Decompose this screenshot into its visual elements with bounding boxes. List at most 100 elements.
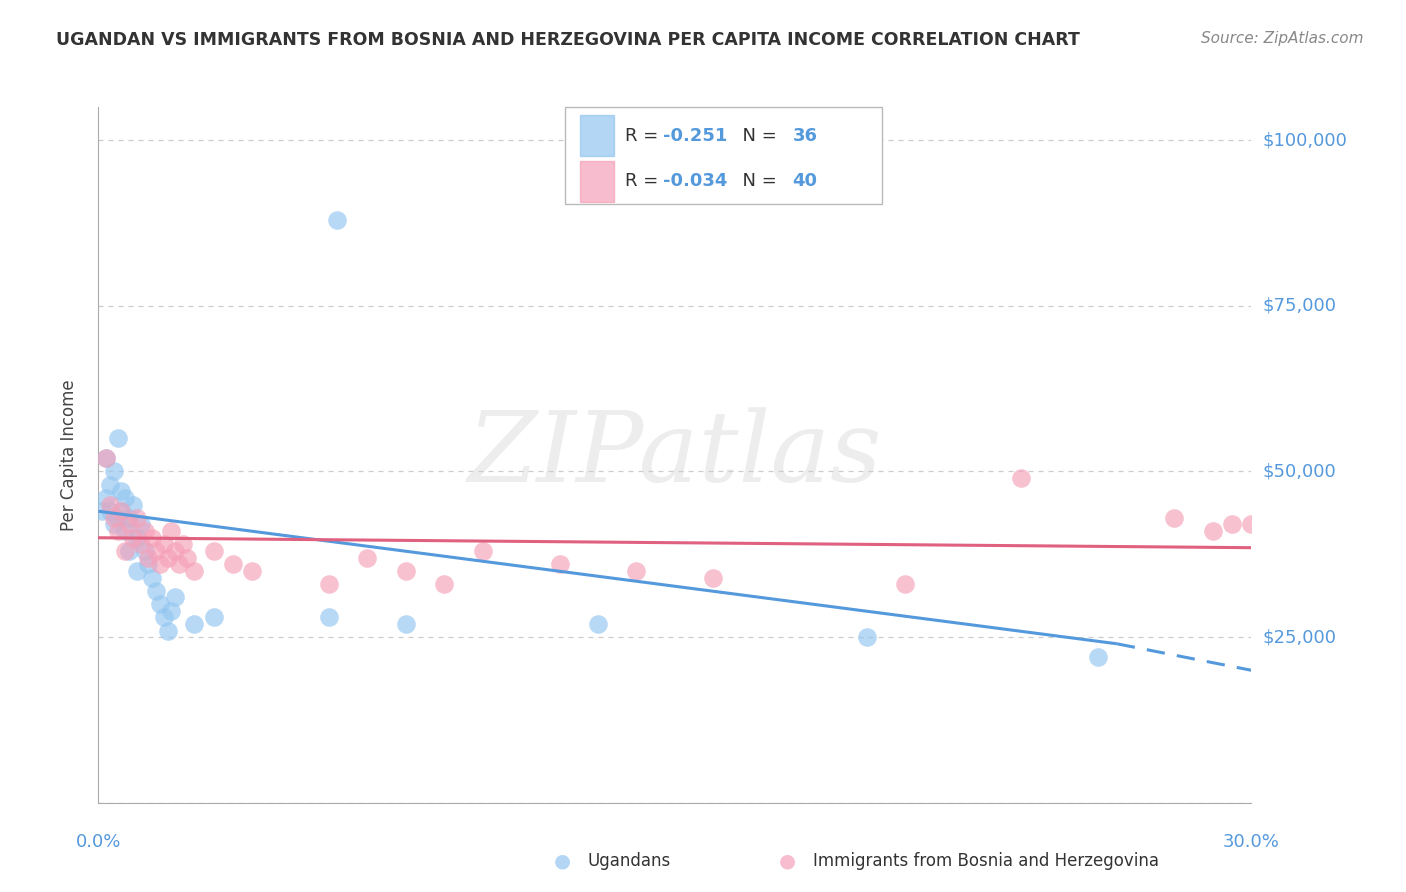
Point	[156, 624, 179, 638]
Point	[141, 531, 163, 545]
Point	[103, 511, 125, 525]
Point	[107, 511, 129, 525]
Point	[103, 517, 125, 532]
Point	[1163, 511, 1185, 525]
Point	[145, 583, 167, 598]
Point	[894, 577, 917, 591]
Point	[183, 616, 205, 631]
Point	[125, 564, 148, 578]
Point	[114, 524, 136, 538]
Point	[160, 524, 183, 538]
Point	[1220, 517, 1243, 532]
Point	[125, 511, 148, 525]
Point	[94, 451, 117, 466]
Point	[110, 484, 132, 499]
Point	[103, 465, 125, 479]
Text: R =: R =	[626, 172, 664, 190]
Point	[122, 531, 145, 545]
Text: $25,000: $25,000	[1263, 628, 1337, 646]
Text: ZIPatlas: ZIPatlas	[468, 408, 882, 502]
Point	[202, 610, 225, 624]
Point	[183, 564, 205, 578]
Text: $50,000: $50,000	[1263, 462, 1336, 481]
Text: Source: ZipAtlas.com: Source: ZipAtlas.com	[1201, 31, 1364, 46]
Text: $75,000: $75,000	[1263, 297, 1337, 315]
Text: 36: 36	[793, 127, 817, 145]
Point	[98, 477, 121, 491]
Point	[325, 212, 347, 227]
Text: 0.0%: 0.0%	[76, 833, 121, 851]
Text: Ugandans: Ugandans	[588, 852, 671, 870]
Point	[702, 570, 724, 584]
Point	[98, 498, 121, 512]
Point	[856, 630, 879, 644]
Point	[152, 610, 174, 624]
Point	[91, 504, 114, 518]
Point	[433, 577, 456, 591]
Point	[94, 491, 117, 505]
Text: N =: N =	[731, 127, 783, 145]
Point	[167, 558, 190, 572]
Text: UGANDAN VS IMMIGRANTS FROM BOSNIA AND HERZEGOVINA PER CAPITA INCOME CORRELATION : UGANDAN VS IMMIGRANTS FROM BOSNIA AND HE…	[56, 31, 1080, 49]
Point	[395, 564, 418, 578]
Text: ●: ●	[779, 851, 796, 871]
Point	[110, 504, 132, 518]
Text: Immigrants from Bosnia and Herzegovina: Immigrants from Bosnia and Herzegovina	[813, 852, 1159, 870]
Point	[1087, 650, 1109, 665]
Point	[145, 544, 167, 558]
Point	[202, 544, 225, 558]
Point	[395, 616, 418, 631]
Text: $100,000: $100,000	[1263, 131, 1347, 149]
Point	[107, 524, 129, 538]
Point	[626, 564, 648, 578]
Text: 40: 40	[793, 172, 817, 190]
Point	[118, 544, 141, 558]
Point	[129, 537, 152, 551]
Point	[471, 544, 494, 558]
Y-axis label: Per Capita Income: Per Capita Income	[59, 379, 77, 531]
Point	[98, 504, 121, 518]
Point	[114, 544, 136, 558]
Text: 30.0%: 30.0%	[1223, 833, 1279, 851]
Point	[1202, 524, 1225, 538]
Point	[318, 610, 340, 624]
Point	[156, 550, 179, 565]
Point	[586, 616, 609, 631]
Text: ●: ●	[554, 851, 571, 871]
Point	[122, 498, 145, 512]
Point	[176, 550, 198, 565]
Point	[172, 537, 194, 551]
Point	[165, 591, 187, 605]
Point	[118, 517, 141, 532]
Point	[110, 504, 132, 518]
Text: R =: R =	[626, 127, 664, 145]
Point	[138, 558, 160, 572]
Point	[125, 531, 148, 545]
Point	[141, 570, 163, 584]
Point	[94, 451, 117, 466]
Point	[134, 524, 156, 538]
Point	[138, 550, 160, 565]
Point	[318, 577, 340, 591]
Point	[356, 550, 378, 565]
FancyBboxPatch shape	[581, 115, 614, 156]
Text: -0.251: -0.251	[664, 127, 728, 145]
Point	[149, 597, 172, 611]
Text: N =: N =	[731, 172, 783, 190]
Point	[240, 564, 263, 578]
FancyBboxPatch shape	[581, 161, 614, 202]
Point	[118, 511, 141, 525]
Point	[222, 558, 245, 572]
Point	[107, 431, 129, 445]
Point	[114, 491, 136, 505]
Point	[1240, 517, 1263, 532]
Point	[152, 537, 174, 551]
FancyBboxPatch shape	[565, 107, 883, 204]
Point	[1010, 471, 1032, 485]
Point	[548, 558, 571, 572]
Point	[129, 517, 152, 532]
Point	[160, 604, 183, 618]
Point	[134, 544, 156, 558]
Text: -0.034: -0.034	[664, 172, 728, 190]
Point	[165, 544, 187, 558]
